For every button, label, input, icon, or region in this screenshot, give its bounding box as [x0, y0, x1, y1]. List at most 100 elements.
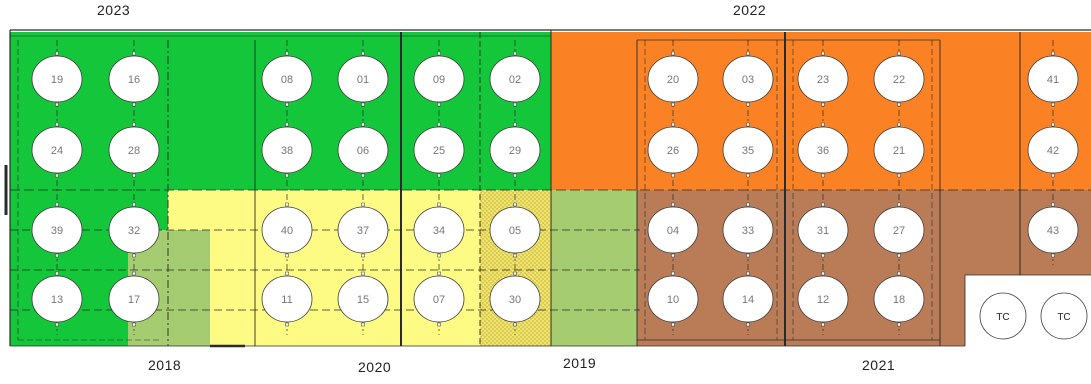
circle-label: 17: [128, 294, 140, 306]
circle-label: 12: [817, 294, 829, 306]
plot-circle: 26: [647, 122, 699, 178]
marker-square: [513, 51, 517, 56]
marker-square: [821, 202, 825, 207]
circle-shape: [413, 275, 465, 323]
year-label-2022: 2022: [733, 2, 767, 18]
marker-square: [821, 51, 825, 56]
circle-label: 02: [509, 74, 521, 86]
plot-circle: 02: [489, 51, 541, 107]
marker-square: [746, 271, 750, 276]
circle-shape: [722, 126, 774, 174]
circle-label: 15: [357, 294, 369, 306]
plot-circle: 24: [31, 122, 83, 178]
circle-shape: [413, 55, 465, 103]
plot-circle: 42: [1027, 122, 1079, 178]
plot-circle: 19: [31, 51, 83, 107]
circle-label: 42: [1047, 145, 1059, 157]
plot-circle: 20: [647, 51, 699, 107]
marker-square: [897, 122, 901, 127]
plot-circle: 10: [647, 271, 699, 327]
marker-square: [55, 51, 59, 56]
plot-circle: 35: [722, 122, 774, 178]
circle-label: 29: [509, 145, 521, 157]
circle-shape: [108, 275, 160, 323]
circle-shape: [1027, 126, 1079, 174]
marker-square: [1051, 51, 1055, 56]
circle-label: 19: [51, 74, 63, 86]
plot-circle: 09: [413, 51, 465, 107]
plot-circle: 38: [261, 122, 313, 178]
marker-square: [821, 102, 825, 107]
marker-square: [437, 253, 441, 258]
plot-circle: 37: [337, 202, 389, 258]
plot-circle: 11: [261, 271, 313, 327]
circle-label: 09: [433, 74, 445, 86]
circle-label: 01: [357, 74, 369, 86]
marker-square: [821, 253, 825, 258]
year-label-2019: 2019: [563, 355, 597, 371]
plot-circle: 36: [797, 122, 849, 178]
circle-shape: [873, 206, 925, 254]
plot-circle: 22: [873, 51, 925, 107]
marker-square: [1051, 102, 1055, 107]
plot-circle: 25: [413, 122, 465, 178]
marker-square: [285, 122, 289, 127]
marker-square: [746, 122, 750, 127]
marker-square: [285, 322, 289, 327]
circle-shape: [647, 206, 699, 254]
plot-circle: 17: [108, 271, 160, 327]
circle-shape: [979, 292, 1027, 340]
circle-label: 34: [433, 225, 445, 237]
plot-circle: 18: [873, 271, 925, 327]
marker-square: [671, 253, 675, 258]
marker-square: [361, 271, 365, 276]
circle-shape: [797, 55, 849, 103]
circle-shape: [261, 126, 313, 174]
year-label-2023: 2023: [97, 2, 131, 18]
zone-2020-yellow-mid: [210, 230, 255, 346]
marker-square: [821, 122, 825, 127]
circle-shape: [489, 275, 541, 323]
marker-square: [513, 202, 517, 207]
plot-circle: 05: [489, 202, 541, 258]
marker-square: [897, 322, 901, 327]
circle-label: 04: [667, 225, 679, 237]
circle-shape: [647, 126, 699, 174]
marker-square: [132, 102, 136, 107]
marker-square: [513, 122, 517, 127]
marker-square: [132, 271, 136, 276]
circle-shape: [413, 126, 465, 174]
plot-circle: 28: [108, 122, 160, 178]
circle-label: 11: [281, 294, 292, 306]
marker-square: [437, 271, 441, 276]
plot-circle: 06: [337, 122, 389, 178]
marker-square: [132, 51, 136, 56]
circle-shape: [108, 55, 160, 103]
circle-label: 23: [817, 74, 829, 86]
circle-shape: [31, 275, 83, 323]
circle-label: 16: [128, 74, 140, 86]
marker-square: [285, 51, 289, 56]
circle-shape: [31, 55, 83, 103]
plot-circle: 32: [108, 202, 160, 258]
circle-shape: [722, 55, 774, 103]
marker-square: [437, 173, 441, 178]
plot-circle: 23: [797, 51, 849, 107]
marker-square: [361, 322, 365, 327]
marker-square: [897, 202, 901, 207]
zone-2020-yellow-left: [168, 190, 255, 230]
marker-square: [671, 271, 675, 276]
circle-label: 37: [357, 225, 369, 237]
circle-shape: [489, 126, 541, 174]
marker-square: [897, 271, 901, 276]
circle-label: 36: [817, 145, 829, 157]
circle-shape: [489, 206, 541, 254]
circle-label: 07: [433, 294, 445, 306]
marker-square: [1051, 202, 1055, 207]
marker-square: [897, 51, 901, 56]
circle-shape: [1027, 55, 1079, 103]
circle-label: 25: [433, 145, 445, 157]
marker-square: [437, 102, 441, 107]
circle-label: TC: [996, 312, 1009, 323]
